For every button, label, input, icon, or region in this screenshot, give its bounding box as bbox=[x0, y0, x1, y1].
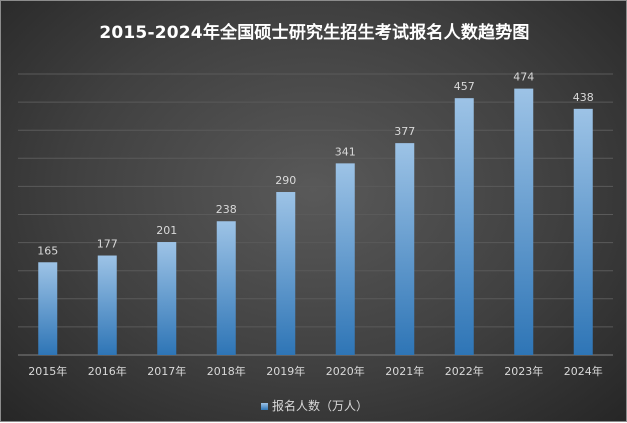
x-tick-label: 2024年 bbox=[564, 364, 603, 378]
x-tick-label: 2022年 bbox=[445, 364, 484, 378]
data-label: 238 bbox=[216, 203, 237, 216]
x-tick-label: 2017年 bbox=[147, 364, 186, 378]
bar-2023年 bbox=[514, 88, 534, 355]
legend-label: 报名人数（万人） bbox=[271, 399, 368, 413]
data-label: 201 bbox=[156, 224, 177, 237]
bar-2017年 bbox=[157, 242, 177, 355]
data-label: 165 bbox=[37, 244, 58, 257]
chart-title: 2015-2024年全国硕士研究生招生考试报名人数趋势图 bbox=[99, 23, 530, 43]
x-tick-label: 2016年 bbox=[88, 364, 127, 378]
bar-2019年 bbox=[276, 192, 296, 355]
bar-2015年 bbox=[38, 262, 58, 355]
bar-2024年 bbox=[573, 108, 593, 356]
data-label: 457 bbox=[454, 80, 475, 93]
data-labels: 165 177 201 238 290 341 377 457 474 438 bbox=[37, 71, 594, 258]
bars bbox=[38, 88, 593, 356]
data-label: 290 bbox=[275, 174, 296, 187]
legend: 报名人数（万人） bbox=[1, 397, 627, 414]
data-label: 341 bbox=[335, 145, 356, 158]
data-label: 177 bbox=[97, 238, 118, 251]
bar-2021年 bbox=[395, 143, 415, 355]
gridlines bbox=[18, 73, 613, 356]
x-tick-label: 2023年 bbox=[504, 364, 543, 378]
x-axis-ticks: 2015年 2016年 2017年 2018年 2019年 2020年 2021年 2022年… bbox=[28, 364, 603, 378]
x-tick-label: 2021年 bbox=[385, 364, 424, 378]
bar-2022年 bbox=[454, 98, 474, 355]
x-tick-label: 2015年 bbox=[28, 364, 67, 378]
x-tick-label: 2018年 bbox=[207, 364, 246, 378]
bar-2020年 bbox=[335, 163, 355, 355]
bar-2018年 bbox=[216, 221, 236, 355]
x-tick-label: 2020年 bbox=[326, 364, 365, 378]
data-label: 438 bbox=[573, 91, 594, 104]
legend-swatch bbox=[260, 403, 268, 410]
data-label: 377 bbox=[394, 125, 415, 138]
x-tick-label: 2019年 bbox=[266, 364, 305, 378]
data-label: 474 bbox=[513, 71, 534, 84]
bar-2016年 bbox=[97, 255, 117, 355]
